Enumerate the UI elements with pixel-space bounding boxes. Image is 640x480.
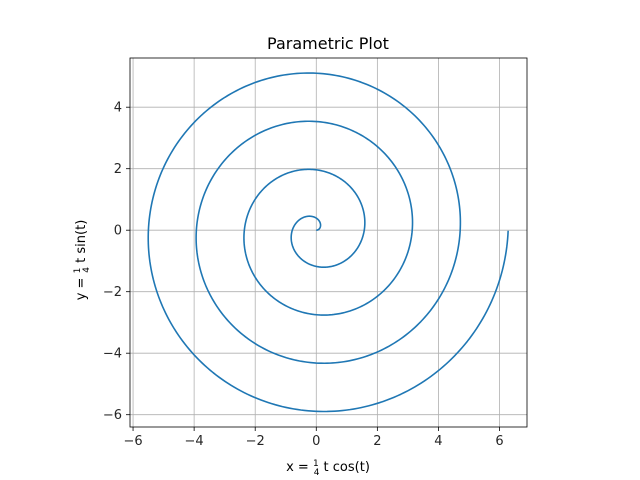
plot-area	[147, 72, 509, 413]
chart-title: Parametric Plot	[267, 34, 389, 53]
y-axis-label-suffix: t sin(t)	[74, 220, 89, 267]
x-tick-label: −6	[123, 434, 142, 449]
y-tick-label: 4	[114, 101, 122, 116]
x-tick-label: 2	[373, 434, 381, 449]
x-axis-label-frac-num: 1	[313, 459, 319, 469]
x-axis-label-prefix: x =	[286, 460, 313, 475]
y-tick-label: 0	[114, 224, 122, 239]
x-tick-label: 6	[495, 434, 503, 449]
grid	[130, 58, 527, 427]
axes-frame	[129, 57, 528, 428]
y-tick-label: −6	[103, 408, 122, 423]
x-axis-label-suffix: t cos(t)	[319, 460, 369, 475]
y-tick-label: −2	[103, 285, 122, 300]
y-axis-label-frac-num: 1	[73, 268, 83, 274]
x-tick-label: −4	[185, 434, 204, 449]
y-axis-label-prefix: y =	[74, 273, 89, 300]
y-tick-label: −4	[103, 347, 122, 362]
series-line	[147, 72, 509, 413]
x-tick-label: 0	[312, 434, 320, 449]
ticks: −6 −4 −2 0 2 4 6 −6 −4 −2 0 2 4	[103, 101, 504, 449]
y-tick-label: 2	[114, 162, 122, 177]
x-tick-label: −2	[246, 434, 265, 449]
x-axis-label-frac-den: 4	[314, 468, 320, 478]
y-axis-label: y = 14 t sin(t)	[73, 220, 92, 301]
x-tick-label: 4	[434, 434, 442, 449]
y-axis-label-frac-den: 4	[82, 267, 92, 273]
